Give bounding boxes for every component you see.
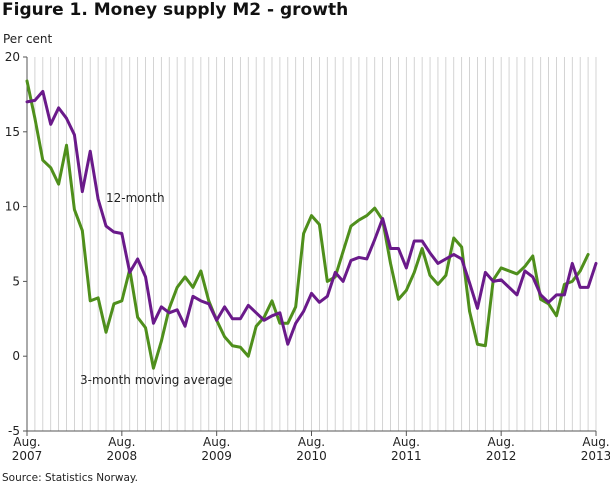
- x-tick-label: Aug. 2008: [107, 435, 138, 463]
- y-tick-label: 15: [5, 125, 20, 139]
- x-tick-label: Aug. 2013: [581, 435, 610, 463]
- y-tick-label: 20: [5, 50, 20, 64]
- y-tick-label: -5: [8, 424, 20, 438]
- axes: -5 0 5 10 15 20 Per cent Aug. 2007 Aug. 2008 Aug. 20…: [3, 32, 610, 463]
- series-line-12-month: [25, 89, 598, 346]
- vertical-grid: [34, 57, 597, 431]
- series-line-3-month-moving-average: [25, 79, 590, 370]
- series-label: 3-month moving average: [80, 373, 232, 387]
- annotations: 12-month 3-month moving average: [80, 191, 232, 387]
- source-note: Source: Statistics Norway.: [2, 472, 138, 484]
- x-tick-label: Aug. 2012: [486, 435, 517, 463]
- chart-title: Figure 1. Money supply M2 - growth: [2, 0, 349, 20]
- x-tick-label: Aug. 2010: [296, 435, 327, 463]
- series-label: 12-month: [106, 191, 165, 205]
- x-tick-label: Aug. 2011: [391, 435, 422, 463]
- x-tick-label: Aug. 2009: [201, 435, 232, 463]
- series-lines: [25, 79, 598, 370]
- y-tick-label: 0: [12, 349, 20, 363]
- y-axis-label: Per cent: [3, 32, 53, 46]
- y-tick-label: 10: [5, 200, 20, 214]
- x-tick-label: Aug. 2007: [12, 435, 43, 463]
- y-tick-label: 5: [12, 274, 20, 288]
